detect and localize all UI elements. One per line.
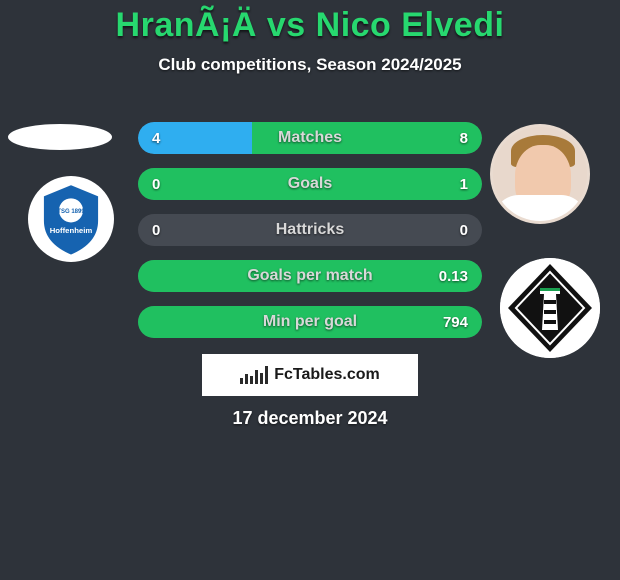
stat-right-value: 8 (460, 130, 468, 147)
left-player-avatar (8, 124, 112, 150)
stat-label: Goals (138, 175, 482, 193)
stat-row: Goals per match0.13 (138, 260, 482, 292)
left-club-logo: TSG 1899 Hoffenheim (28, 176, 114, 262)
avatar-jersey (493, 195, 587, 221)
svg-text:TSG 1899: TSG 1899 (57, 209, 85, 215)
stat-row: Hattricks0 0 (138, 214, 482, 246)
hoffenheim-shield-icon: TSG 1899 Hoffenheim (28, 176, 114, 262)
stat-right-value: 794 (443, 314, 468, 331)
stats-table: Matches48Goals01Hattricks00Goals per mat… (138, 122, 482, 352)
stat-label: Goals per match (138, 267, 482, 285)
page-subtitle: Club competitions, Season 2024/2025 (0, 55, 620, 75)
stat-left-value: 4 (152, 130, 160, 147)
page-title: HranÃ¡Ä vs Nico Elvedi (0, 0, 620, 45)
stat-left-value: 0 (152, 176, 160, 193)
svg-text:Hoffenheim: Hoffenheim (50, 226, 93, 235)
comparison-card: HranÃ¡Ä vs Nico Elvedi Club competitions… (0, 0, 620, 580)
stat-right-value: 0 (460, 222, 468, 239)
bars-icon (240, 366, 268, 384)
stat-label: Matches (138, 129, 482, 147)
stat-row: Min per goal794 (138, 306, 482, 338)
right-club-logo (500, 258, 600, 358)
stat-row: Matches4 8 (138, 122, 482, 154)
stat-right-value: 1 (460, 176, 468, 193)
attribution-text: FcTables.com (274, 366, 380, 384)
stat-right-value: 0.13 (439, 268, 468, 285)
attribution-box[interactable]: FcTables.com (202, 354, 418, 396)
stat-label: Hattricks (138, 221, 482, 239)
stat-left-value: 0 (152, 222, 160, 239)
right-player-avatar (490, 124, 590, 224)
page-date: 17 december 2024 (0, 408, 620, 429)
gladbach-diamond-icon (500, 258, 600, 358)
stat-label: Min per goal (138, 313, 482, 331)
stat-row: Goals0 1 (138, 168, 482, 200)
